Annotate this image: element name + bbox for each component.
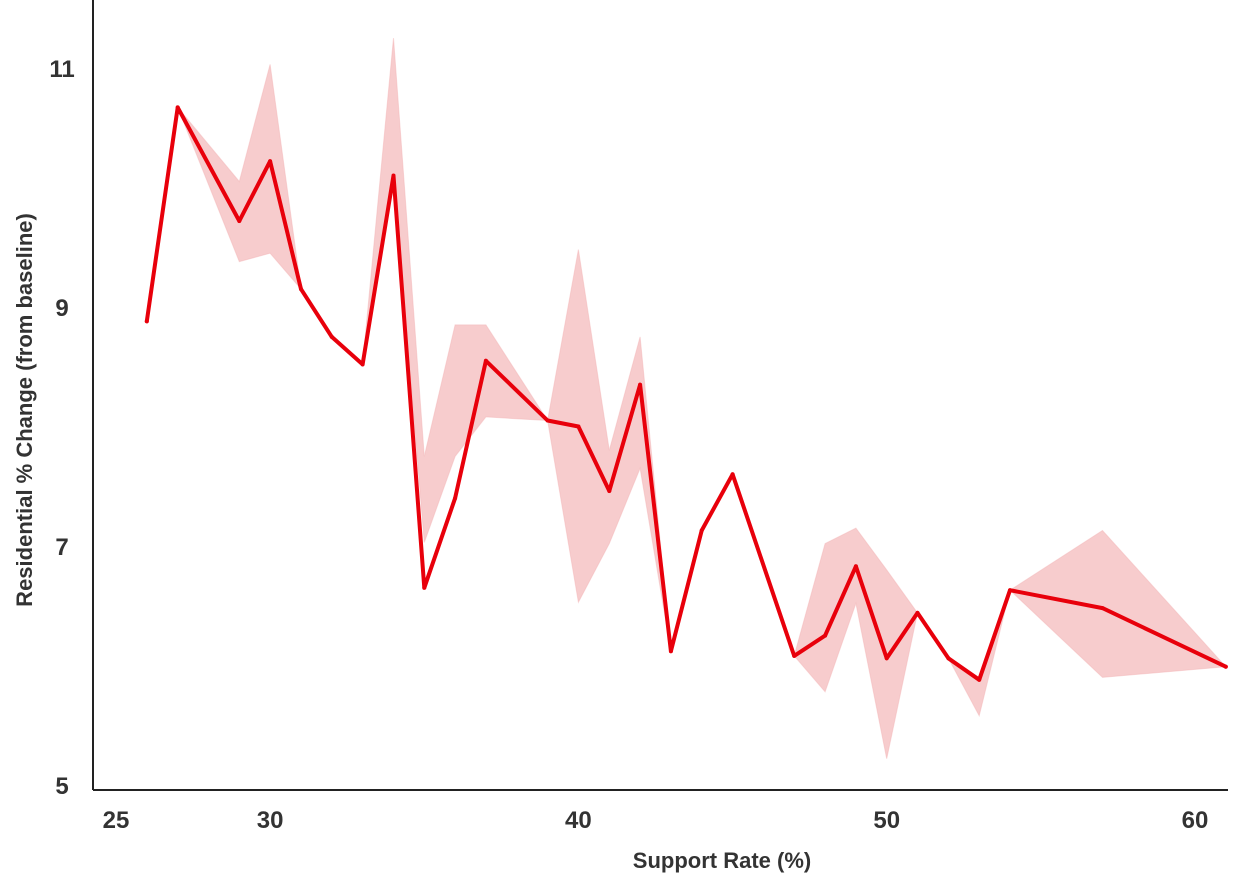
data-point [545, 418, 550, 423]
data-point [946, 656, 951, 661]
data-point [1008, 588, 1012, 593]
data-point [823, 633, 828, 638]
x-tick-label: 25 [103, 807, 130, 834]
data-point [607, 489, 612, 493]
y-tick-label: 7 [55, 534, 68, 561]
x-tick-label: 60 [1182, 807, 1209, 834]
data-point [1223, 664, 1228, 669]
data-point [1100, 606, 1105, 611]
data-point [884, 656, 889, 661]
data-point [576, 424, 581, 429]
data-point [483, 358, 488, 363]
x-tick-label: 50 [873, 807, 900, 834]
data-point [699, 528, 704, 533]
confidence-band [146, 38, 1227, 759]
y-tick-label: 11 [49, 56, 74, 83]
data-point [792, 653, 797, 658]
data-point [915, 610, 920, 615]
x-tick-label: 30 [257, 807, 284, 834]
x-tick-label: 40 [565, 807, 592, 834]
confidence-bands [146, 38, 1227, 759]
data-point [299, 287, 303, 292]
data-point [730, 472, 735, 477]
x-tick-labels: 25 30 40 50 60 [103, 807, 1209, 834]
data-point [268, 159, 273, 164]
y-tick-labels: 5 7 9 11 [49, 56, 74, 800]
data-point [360, 362, 365, 367]
data-point [977, 677, 982, 682]
y-tick-label: 5 [55, 773, 68, 800]
data-point [668, 649, 673, 654]
data-point [329, 334, 334, 339]
y-axis-title: Residential % Change (from baseline) [12, 213, 37, 607]
x-axis-title: Support Rate (%) [633, 848, 811, 873]
series-line [144, 105, 1228, 682]
data-point [237, 219, 242, 223]
data-point [453, 496, 458, 501]
data-point [638, 382, 643, 387]
data-point [144, 319, 149, 324]
data-point [422, 585, 427, 590]
y-tick-label: 9 [55, 295, 68, 322]
data-point [853, 564, 858, 569]
series-lines [144, 105, 1228, 682]
data-point [391, 173, 396, 178]
data-point [175, 105, 180, 110]
